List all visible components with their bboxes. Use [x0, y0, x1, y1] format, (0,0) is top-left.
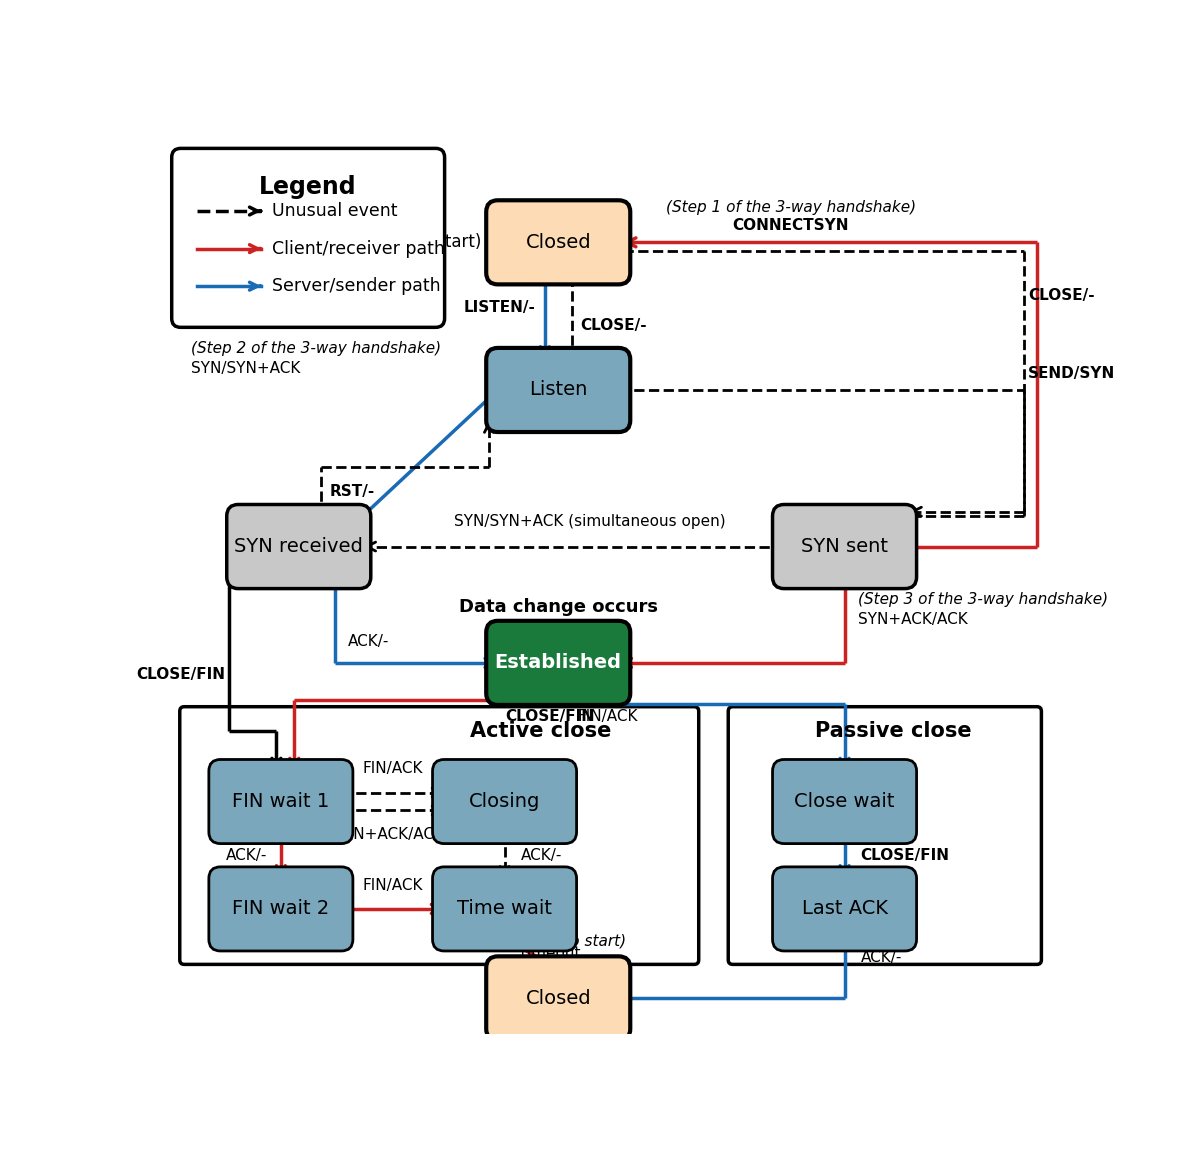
Text: FIN wait 2: FIN wait 2: [233, 899, 330, 918]
Text: SYN received: SYN received: [234, 537, 363, 557]
Text: FIN/ACK: FIN/ACK: [577, 709, 638, 724]
Text: Legend: Legend: [259, 175, 357, 199]
Text: ACK/-: ACK/-: [226, 848, 267, 862]
FancyBboxPatch shape: [432, 867, 577, 951]
Text: CLOSE/-: CLOSE/-: [580, 317, 647, 332]
Text: ACK/-: ACK/-: [347, 634, 389, 650]
FancyBboxPatch shape: [209, 760, 353, 844]
FancyBboxPatch shape: [486, 347, 630, 432]
Text: FIN wait 1: FIN wait 1: [233, 792, 330, 811]
Text: Unusual event: Unusual event: [272, 202, 398, 220]
FancyBboxPatch shape: [486, 200, 630, 285]
Text: CONNECTSYN: CONNECTSYN: [733, 218, 849, 234]
Text: (Step 2 of the 3-way handshake): (Step 2 of the 3-way handshake): [191, 340, 442, 356]
Text: ACK/-: ACK/-: [861, 951, 901, 966]
Text: Closed: Closed: [525, 232, 591, 252]
Text: Data change occurs: Data change occurs: [458, 598, 658, 616]
FancyBboxPatch shape: [209, 867, 353, 951]
Text: SYN/SYN+ACK: SYN/SYN+ACK: [191, 360, 301, 375]
FancyBboxPatch shape: [227, 504, 371, 589]
Text: ACK/-: ACK/-: [521, 848, 562, 862]
Text: Closing: Closing: [469, 792, 540, 811]
Text: FIN/ACK: FIN/ACK: [363, 761, 423, 776]
Text: Client/receiver path: Client/receiver path: [272, 239, 445, 258]
Text: CLOSE/FIN: CLOSE/FIN: [136, 667, 224, 682]
Text: SYN sent: SYN sent: [801, 537, 888, 557]
Text: (Step 3 of the 3-way handshake): (Step 3 of the 3-way handshake): [858, 593, 1108, 608]
Text: CLOSE/FIN: CLOSE/FIN: [505, 709, 593, 724]
Text: Timeout: Timeout: [518, 946, 580, 961]
Text: Passive close: Passive close: [816, 720, 972, 741]
Text: Close wait: Close wait: [794, 792, 894, 811]
Text: SYN+ACK/ACK: SYN+ACK/ACK: [858, 612, 967, 627]
Text: (Go back to start): (Go back to start): [491, 933, 626, 948]
Text: Closed: Closed: [525, 989, 591, 1007]
Text: (Step 1 of the 3-way handshake): (Step 1 of the 3-way handshake): [666, 201, 916, 215]
Text: SEND/SYN: SEND/SYN: [1028, 366, 1115, 381]
Text: Established: Established: [494, 653, 622, 673]
Text: RST/-: RST/-: [330, 483, 375, 498]
FancyBboxPatch shape: [432, 760, 577, 844]
FancyBboxPatch shape: [486, 956, 630, 1040]
Text: SYN/SYN+ACK (simultaneous open): SYN/SYN+ACK (simultaneous open): [454, 514, 726, 529]
FancyBboxPatch shape: [486, 621, 630, 705]
Text: CLOSE/-: CLOSE/-: [1028, 288, 1095, 302]
Text: Server/sender path: Server/sender path: [272, 278, 441, 295]
FancyBboxPatch shape: [773, 867, 917, 951]
Text: Time wait: Time wait: [457, 899, 552, 918]
Text: LISTEN/-: LISTEN/-: [464, 300, 536, 315]
Text: Active close: Active close: [469, 720, 611, 741]
Text: Listen: Listen: [529, 380, 587, 400]
FancyBboxPatch shape: [172, 149, 444, 328]
Text: (Start): (Start): [429, 234, 482, 251]
FancyBboxPatch shape: [773, 760, 917, 844]
Text: FIN+ACK/ACK: FIN+ACK/ACK: [340, 826, 444, 841]
Text: Last ACK: Last ACK: [801, 899, 887, 918]
Text: FIN/ACK: FIN/ACK: [363, 877, 423, 892]
Text: CLOSE/FIN: CLOSE/FIN: [861, 848, 949, 862]
FancyBboxPatch shape: [773, 504, 917, 589]
